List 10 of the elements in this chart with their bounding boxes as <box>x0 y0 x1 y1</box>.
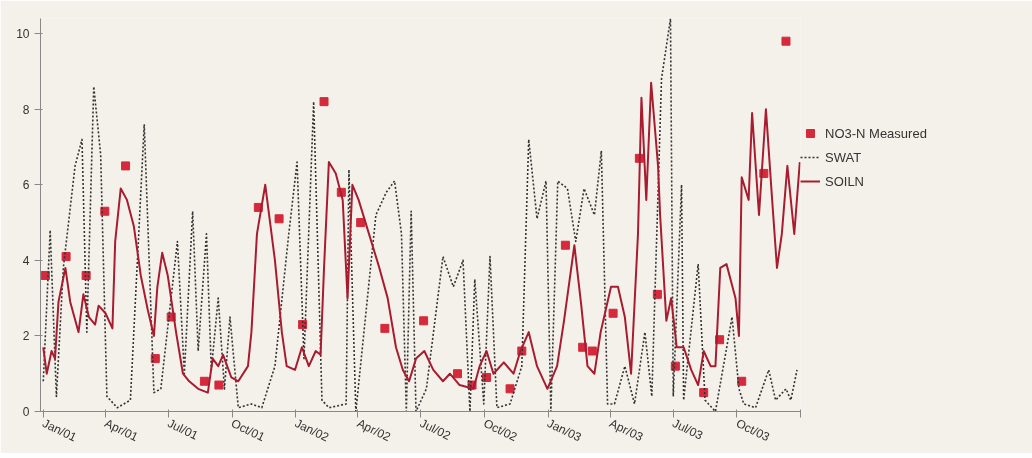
y-tick-label: 10 <box>16 27 30 42</box>
legend-label: SWAT <box>825 149 862 165</box>
legend-label: SOILN <box>825 173 865 189</box>
y-tick-label: 0 <box>22 405 30 419</box>
y-tick-label: 6 <box>22 178 30 193</box>
y-tick-label: 8 <box>22 102 30 117</box>
y-tick-label: 2 <box>22 329 30 344</box>
legend-label: NO3-N Measured <box>825 125 927 141</box>
x-tick-label: Jul/03 <box>670 416 706 443</box>
y-tick-label: 4 <box>22 253 30 268</box>
